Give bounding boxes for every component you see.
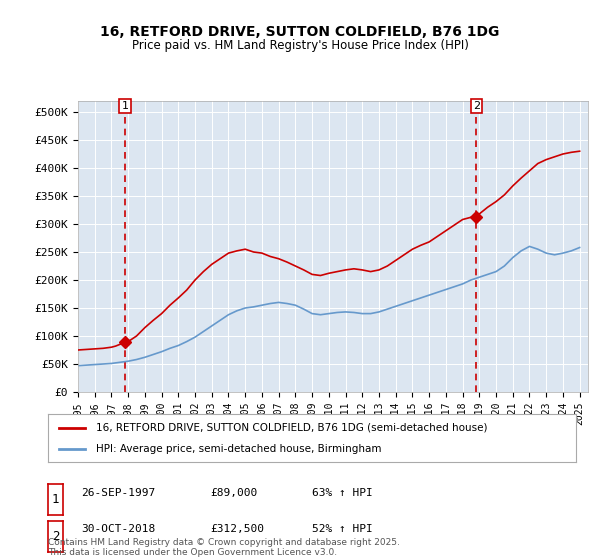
Text: 2: 2	[52, 530, 59, 543]
Text: £89,000: £89,000	[210, 488, 257, 498]
Text: Price paid vs. HM Land Registry's House Price Index (HPI): Price paid vs. HM Land Registry's House …	[131, 39, 469, 52]
Text: 1: 1	[52, 493, 59, 506]
Text: £312,500: £312,500	[210, 524, 264, 534]
Text: 2: 2	[473, 101, 480, 111]
Text: Contains HM Land Registry data © Crown copyright and database right 2025.
This d: Contains HM Land Registry data © Crown c…	[48, 538, 400, 557]
Text: 26-SEP-1997: 26-SEP-1997	[81, 488, 155, 498]
Text: 1: 1	[122, 101, 128, 111]
Text: 63% ↑ HPI: 63% ↑ HPI	[312, 488, 373, 498]
Text: 16, RETFORD DRIVE, SUTTON COLDFIELD, B76 1DG: 16, RETFORD DRIVE, SUTTON COLDFIELD, B76…	[100, 25, 500, 39]
Text: 52% ↑ HPI: 52% ↑ HPI	[312, 524, 373, 534]
Text: 30-OCT-2018: 30-OCT-2018	[81, 524, 155, 534]
Text: 16, RETFORD DRIVE, SUTTON COLDFIELD, B76 1DG (semi-detached house): 16, RETFORD DRIVE, SUTTON COLDFIELD, B76…	[95, 423, 487, 433]
Text: HPI: Average price, semi-detached house, Birmingham: HPI: Average price, semi-detached house,…	[95, 444, 381, 454]
